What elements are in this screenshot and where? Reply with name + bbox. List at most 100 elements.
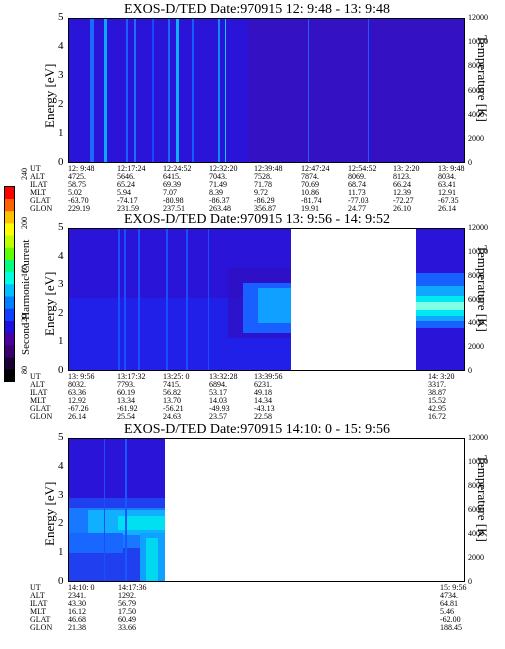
orbit-value: -86.29 <box>254 196 275 205</box>
orbit-value: 5646. <box>117 172 135 181</box>
orbit-value: 8032. <box>68 380 86 389</box>
y-right-tick-label: 12000 <box>468 13 488 22</box>
heat-region <box>248 18 465 163</box>
orbit-value: 19.91 <box>301 204 319 213</box>
orbit-value: 23.57 <box>209 412 227 421</box>
orbit-value: 53.17 <box>209 388 227 397</box>
colorbar-segment <box>4 223 15 236</box>
y-right-tick-label: 12000 <box>468 433 488 442</box>
y-tick-label: 0 <box>58 364 64 376</box>
orbit-value: 13: 9:48 <box>438 164 465 173</box>
orbit-value: 70.69 <box>301 180 319 189</box>
heat-streak <box>124 228 126 371</box>
orbit-value: 5.02 <box>68 188 82 197</box>
panel1-ylabel: Energy [eV] <box>42 63 57 128</box>
orbit-value: 6231. <box>254 380 272 389</box>
heat-region <box>118 516 165 530</box>
y-tick-label: 2 <box>58 98 64 110</box>
orbit-value: 13:25: 0 <box>163 372 190 381</box>
orbit-value: 5.46 <box>440 607 454 616</box>
orbit-value: 8034. <box>438 172 456 181</box>
orbit-row-label: MLT <box>30 396 47 405</box>
orbit-value: 7528. <box>254 172 272 181</box>
y-right-tick-label: 10000 <box>468 37 488 47</box>
orbit-value: 56.79 <box>118 599 136 608</box>
orbit-value: -77.03 <box>348 196 369 205</box>
orbit-value: 12: 9:48 <box>68 164 95 173</box>
colorbar-segment <box>4 186 15 199</box>
orbit-value: 13.34 <box>117 396 135 405</box>
panel3-ylabel: Energy [eV] <box>42 481 57 546</box>
orbit-value: 3317. <box>428 380 446 389</box>
colorbar <box>4 186 15 382</box>
orbit-value: 58.75 <box>68 180 86 189</box>
orbit-value: -80.98 <box>163 196 184 205</box>
colorbar-tick: 200 <box>20 216 29 229</box>
no-data-region <box>291 228 416 371</box>
orbit-row-label: UT <box>30 583 41 592</box>
orbit-value: -67.35 <box>438 196 459 205</box>
orbit-value: 17.50 <box>118 607 136 616</box>
orbit-value: 12:47:24 <box>301 164 330 173</box>
orbit-value: 13: 9:56 <box>68 372 95 381</box>
y-tick-label: 1 <box>58 546 64 559</box>
orbit-row-label: ILAT <box>30 180 48 189</box>
orbit-value: 13:39:56 <box>254 372 283 381</box>
orbit-value: 12.91 <box>438 188 456 197</box>
heat-streak <box>90 18 94 163</box>
y-right-tick-label: 8000 <box>468 481 484 490</box>
orbit-value: 8069. <box>348 172 366 181</box>
y-right-tick-label: 2000 <box>468 342 484 352</box>
orbit-value: 14:17:36 <box>118 583 147 592</box>
heat-streak <box>134 18 136 163</box>
orbit-value: -49.93 <box>209 404 230 413</box>
orbit-row-label: ALT <box>30 591 45 600</box>
heat-region <box>258 288 291 323</box>
orbit-value: 16.72 <box>428 412 446 421</box>
orbit-value: 26.14 <box>438 204 456 213</box>
orbit-value: 63.36 <box>68 388 86 397</box>
y-right-tick-label: 2000 <box>468 133 484 143</box>
orbit-value: 25.54 <box>117 412 135 421</box>
orbit-value: 68.74 <box>348 180 366 189</box>
heat-streak <box>192 18 194 163</box>
orbit-value: 12:17:24 <box>117 164 146 173</box>
orbit-value: 14: 3:20 <box>428 372 455 381</box>
orbit-value: 64.81 <box>440 599 458 608</box>
orbit-value: 71.78 <box>254 180 272 189</box>
heat-streak <box>126 18 128 163</box>
orbit-value: -62.00 <box>440 615 461 624</box>
orbit-value: 66.24 <box>393 180 411 189</box>
orbit-value: 7874. <box>301 172 319 181</box>
heat-streak <box>104 18 107 163</box>
colorbar-segment <box>4 198 15 212</box>
panel2-title: EXOS-D/TED Date:970915 13: 9:56 - 14: 9:… <box>124 212 390 227</box>
heat-streak <box>168 18 170 163</box>
panel1-heatmap <box>68 18 465 163</box>
orbit-value: 9.72 <box>254 188 268 197</box>
orbit-value: 63.41 <box>438 180 456 189</box>
heat-streak <box>125 438 127 582</box>
orbit-value: 21.38 <box>68 623 86 632</box>
colorbar-segment <box>4 247 15 260</box>
y-tick-label: 2 <box>58 517 64 530</box>
orbit-value: 24.63 <box>163 412 181 421</box>
orbit-row-label: GLAT <box>30 615 51 624</box>
y-right-tick-label: 4000 <box>468 529 484 538</box>
orbit-value: 12:24:52 <box>163 164 192 173</box>
orbit-value: 12:54:52 <box>348 164 377 173</box>
colorbar-segment <box>4 320 15 334</box>
heat-streak <box>152 18 154 163</box>
orbit-value: 11.73 <box>348 188 366 197</box>
orbit-value: 24.77 <box>348 204 366 213</box>
panel3-heatmap <box>68 438 465 582</box>
orbit-value: 13.70 <box>163 396 181 405</box>
orbit-value: 69.39 <box>163 180 181 189</box>
orbit-value: 356.87 <box>254 204 276 213</box>
colorbar-segment <box>4 332 15 346</box>
heat-streak <box>118 228 120 371</box>
orbit-value: -61.92 <box>117 404 138 413</box>
orbit-value: -67.26 <box>68 404 89 413</box>
panel2-heatmap <box>68 228 465 371</box>
orbit-value: 12:39:48 <box>254 164 283 173</box>
